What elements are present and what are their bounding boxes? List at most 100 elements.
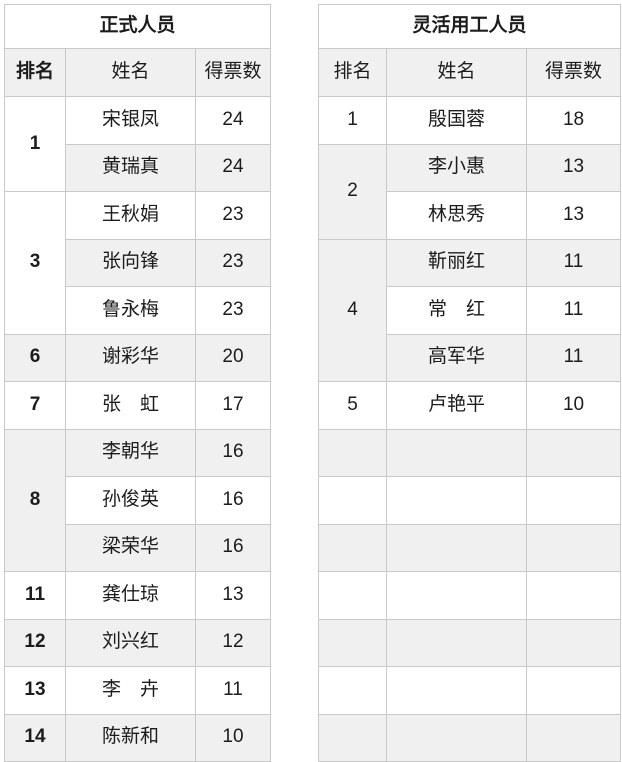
rank-cell <box>318 571 387 620</box>
votes-cell: 11 <box>525 286 622 335</box>
name-cell: 李 卉 <box>65 666 196 715</box>
votes-cell: 23 <box>195 191 271 240</box>
rank-cell: 13 <box>4 666 66 715</box>
votes-cell: 11 <box>195 666 271 715</box>
table-row: 常 红 11 <box>319 286 622 335</box>
rank-cell: 2 <box>318 143 387 240</box>
votes-cell: 20 <box>195 333 271 382</box>
name-cell <box>386 428 527 477</box>
name-cell: 孙俊英 <box>65 476 196 525</box>
table-title-row: 灵活用工人员 <box>317 4 622 49</box>
column-header-rank: 排名 <box>318 48 387 97</box>
votes-cell: 13 <box>525 143 622 192</box>
votes-cell <box>525 476 622 525</box>
column-header-name: 姓名 <box>65 48 196 97</box>
name-cell: 张向锋 <box>65 238 196 287</box>
table-row: 1 殷国蓉 18 <box>318 96 622 145</box>
table-title: 正式人员 <box>4 4 271 49</box>
votes-cell <box>525 571 622 620</box>
rank-cell: 12 <box>4 618 66 667</box>
name-cell: 李朝华 <box>65 428 196 477</box>
column-header-votes: 得票数 <box>525 48 622 97</box>
rank-cell <box>318 476 387 525</box>
table-row: 2 李小惠 13 <box>318 143 622 240</box>
column-header-name: 姓名 <box>386 48 527 97</box>
rank-cell: 11 <box>4 571 66 620</box>
votes-cell: 10 <box>525 381 622 430</box>
table-row: 6 谢彩华 20 <box>4 333 271 382</box>
name-cell <box>386 713 527 762</box>
table-header-row: 排名 姓名 得票数 <box>318 48 622 97</box>
votes-cell: 17 <box>195 381 271 430</box>
table-row <box>318 428 622 477</box>
votes-cell: 13 <box>195 571 271 620</box>
column-header-rank: 排名 <box>4 48 66 97</box>
votes-cell <box>525 428 622 477</box>
table-row: 14 陈新和 10 <box>4 713 271 762</box>
name-cell <box>386 618 527 667</box>
rank-cell: 8 <box>4 428 66 572</box>
rank-cell: 5 <box>318 381 387 430</box>
table-row: 张向锋 23 <box>5 238 271 287</box>
table-row: 鲁永梅 23 <box>5 286 271 335</box>
name-cell: 殷国蓉 <box>386 96 527 145</box>
rank-cell <box>318 428 387 477</box>
table-title-row: 正式人员 <box>4 4 271 49</box>
rank-cell: 4 <box>318 238 387 382</box>
name-cell: 李小惠 <box>386 143 527 192</box>
name-cell: 龚仕琼 <box>65 571 196 620</box>
name-cell: 陈新和 <box>65 713 196 762</box>
votes-cell <box>525 713 622 762</box>
name-cell: 梁荣华 <box>65 523 196 572</box>
table-row: 孙俊英 16 <box>5 476 271 525</box>
formal-staff-vote-table: 正式人员 排名 姓名 得票数 1 宋银凤 24 黄瑞真 24 3 王秋娟 23 张向锋 23 鲁永梅 23 6 谢… <box>4 4 271 762</box>
table-row: 12 刘兴红 12 <box>4 618 271 667</box>
table-row <box>318 618 622 667</box>
table-row <box>318 666 622 715</box>
name-cell: 鲁永梅 <box>65 286 196 335</box>
name-cell: 靳丽红 <box>386 238 527 287</box>
rank-cell: 3 <box>4 191 66 335</box>
rank-cell <box>318 523 387 572</box>
votes-cell: 12 <box>195 618 271 667</box>
table-row: 3 王秋娟 23 <box>4 191 271 335</box>
votes-cell: 10 <box>195 713 271 762</box>
rank-cell: 6 <box>4 333 66 382</box>
table-row: 黄瑞真 24 <box>5 143 271 192</box>
votes-cell <box>525 618 622 667</box>
table-row <box>318 523 622 572</box>
votes-cell <box>525 523 622 572</box>
rank-cell: 1 <box>4 96 66 192</box>
name-cell: 谢彩华 <box>65 333 196 382</box>
name-cell <box>386 571 527 620</box>
rank-cell: 1 <box>318 96 387 145</box>
table-row: 11 龚仕琼 13 <box>4 571 271 620</box>
rank-cell <box>318 713 387 762</box>
votes-cell: 24 <box>195 96 271 145</box>
votes-cell: 23 <box>195 238 271 287</box>
rank-cell: 7 <box>4 381 66 430</box>
name-cell <box>386 666 527 715</box>
votes-cell: 11 <box>525 238 622 287</box>
table-row: 8 李朝华 16 <box>4 428 271 572</box>
table-header-row: 排名 姓名 得票数 <box>4 48 271 97</box>
rank-cell <box>318 618 387 667</box>
name-cell: 常 红 <box>386 286 527 335</box>
name-cell: 刘兴红 <box>65 618 196 667</box>
name-cell: 宋银凤 <box>65 96 196 145</box>
name-cell <box>386 523 527 572</box>
votes-cell: 24 <box>195 143 271 192</box>
rank-cell: 14 <box>4 713 66 762</box>
votes-cell: 16 <box>195 428 271 477</box>
table-title: 灵活用工人员 <box>317 4 622 49</box>
votes-cell: 11 <box>525 333 622 382</box>
table-row: 梁荣华 16 <box>5 523 271 572</box>
table-row: 4 靳丽红 11 <box>318 238 622 382</box>
votes-cell: 16 <box>195 476 271 525</box>
name-cell: 林思秀 <box>386 191 527 240</box>
table-row: 5 卢艳平 10 <box>318 381 622 430</box>
table-row <box>318 476 622 525</box>
